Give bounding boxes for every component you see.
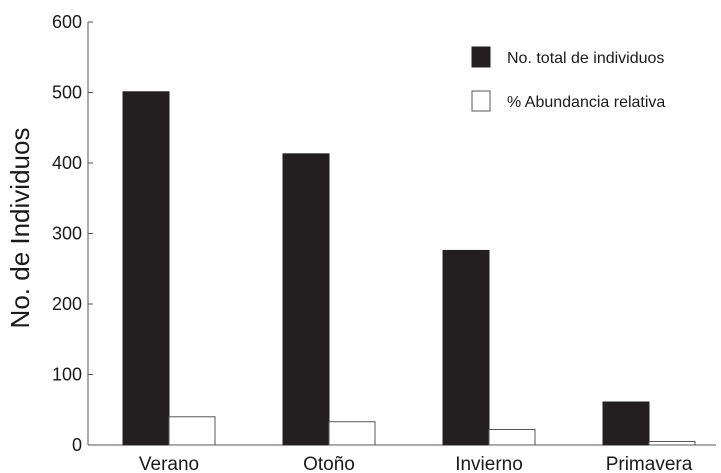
y-tick-label: 0 [72,435,82,455]
bar-total-2 [442,249,490,446]
legend: No. total de individuos % Abundancia rela… [471,46,665,112]
y-tick-label: 600 [52,12,82,32]
legend-swatch-0 [471,46,491,68]
x-axis: Verano Otoño Invierno Primavera [88,444,716,473]
y-tick-label: 200 [52,294,82,314]
x-tick-label: Otoño [303,454,355,473]
y-tick-label: 500 [52,83,82,103]
bar-total-3 [602,401,650,446]
y-axis-title: No. de Individuos [5,128,35,329]
legend-label-0: No. total de individuos [507,50,664,67]
x-tick-label: Verano [139,454,199,473]
y-tick-label: 400 [52,153,82,173]
x-tick-label: Invierno [455,454,523,473]
y-axis: 0 100 200 300 400 500 600 [52,12,93,455]
bar-abundance-0 [168,416,216,446]
bar-abundance-1 [328,421,376,446]
bar-total-0 [122,91,170,446]
bar-abundance-3 [648,440,696,446]
legend-label-1: % Abundancia relativa [507,94,665,111]
bar-abundance-2 [488,428,536,446]
y-tick-label: 300 [52,224,82,244]
bars [122,91,696,446]
x-tick-label: Primavera [606,454,693,473]
y-tick-label: 100 [52,365,82,385]
bar-total-1 [282,153,330,446]
legend-swatch-1 [471,90,491,112]
